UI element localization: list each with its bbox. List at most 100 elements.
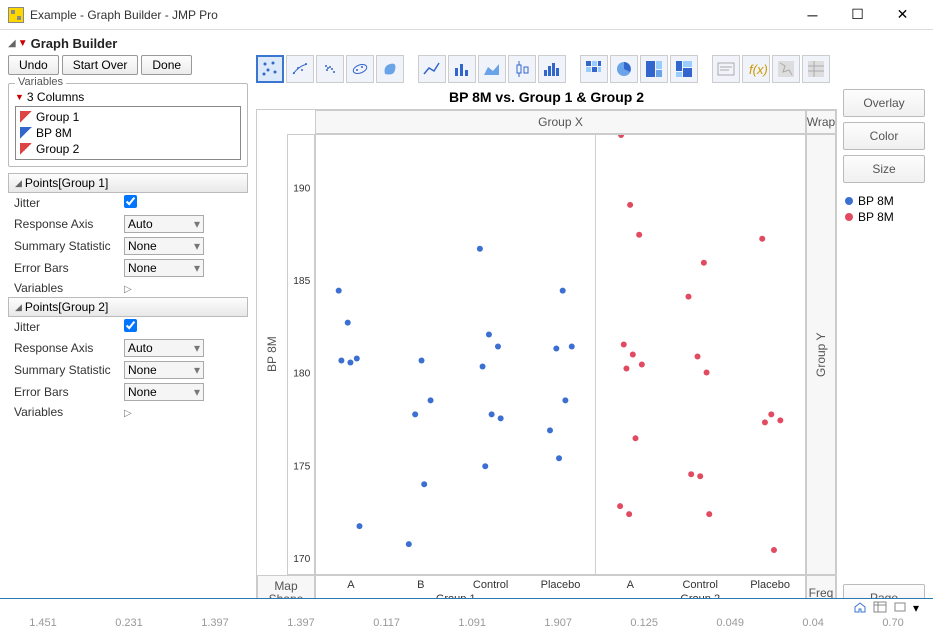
undo-button[interactable]: Undo xyxy=(8,55,59,75)
column-item[interactable]: Group 2 xyxy=(16,141,240,157)
overlay-dropzone[interactable]: Overlay xyxy=(843,89,925,117)
start-over-button[interactable]: Start Over xyxy=(62,55,139,75)
columns-triangle-icon: ▼ xyxy=(15,92,24,102)
boxplot-element-icon[interactable] xyxy=(508,55,536,83)
formula-element-icon[interactable]: f(x) xyxy=(742,55,770,83)
property-combo[interactable]: None ▾ xyxy=(124,383,204,401)
column-item[interactable]: Group 1 xyxy=(16,109,240,125)
property-combo[interactable]: None ▾ xyxy=(124,361,204,379)
variables-panel: Variables ▼ 3 Columns Group 1BP 8MGroup … xyxy=(8,83,248,167)
property-arrow-icon[interactable]: ▷ xyxy=(124,284,132,295)
graph-wrap: BP 8M vs. Group 1 & Group 2 Group X Wrap… xyxy=(256,89,925,612)
property-row: Response AxisAuto ▾ xyxy=(8,213,248,235)
columns-list: Group 1BP 8MGroup 2 xyxy=(15,106,241,160)
wrap-dropzone[interactable]: Wrap xyxy=(806,110,836,134)
property-combo[interactable]: Auto ▾ xyxy=(124,339,204,357)
size-dropzone[interactable]: Size xyxy=(843,155,925,183)
legend-label: BP 8M xyxy=(858,210,894,224)
y-axis[interactable]: 170175180185190 xyxy=(287,134,315,575)
property-row: Response AxisAuto ▾ xyxy=(8,337,248,359)
chart-title: BP 8M vs. Group 1 & Group 2 xyxy=(256,89,837,105)
legend-item[interactable]: BP 8M xyxy=(845,194,923,208)
property-label: Error Bars xyxy=(14,385,124,399)
section-title: Points[Group 2] xyxy=(25,300,108,314)
rect-icon[interactable] xyxy=(893,601,907,613)
window-controls: ─ ☐ ✕ xyxy=(790,0,925,30)
smoother-element-icon[interactable] xyxy=(286,55,314,83)
column-item[interactable]: BP 8M xyxy=(16,125,240,141)
section-header[interactable]: ◢Points[Group 1] xyxy=(8,173,248,193)
pie-element-icon[interactable] xyxy=(610,55,638,83)
y-axis-label: BP 8M xyxy=(257,134,287,575)
property-row: Variables▷ xyxy=(8,279,248,297)
groupx-dropzone[interactable]: Group X xyxy=(315,110,806,134)
section-header[interactable]: ◢Points[Group 2] xyxy=(8,297,248,317)
property-label: Variables xyxy=(14,405,124,419)
groupy-dropzone[interactable]: Group Y xyxy=(806,134,836,575)
svg-text:170: 170 xyxy=(293,554,310,565)
svg-text:Placebo: Placebo xyxy=(750,579,790,591)
home-icon[interactable] xyxy=(853,601,867,613)
done-button[interactable]: Done xyxy=(141,55,192,75)
column-type-icon xyxy=(20,143,32,155)
property-label: Response Axis xyxy=(14,217,124,231)
color-dropzone[interactable]: Color xyxy=(843,122,925,150)
column-name: BP 8M xyxy=(36,126,72,140)
property-row: Error BarsNone ▾ xyxy=(8,381,248,403)
points-element-icon[interactable] xyxy=(256,55,284,83)
section-triangle-icon: ◢ xyxy=(15,302,22,313)
map2-element-icon[interactable] xyxy=(802,55,830,83)
left-panel: Undo Start Over Done Variables ▼ 3 Colum… xyxy=(8,55,248,612)
svg-text:Placebo: Placebo xyxy=(541,579,581,591)
mosaic-element-icon[interactable] xyxy=(670,55,698,83)
contour-element-icon[interactable] xyxy=(376,55,404,83)
close-button[interactable]: ✕ xyxy=(880,0,925,30)
element-toolbar: f(x) xyxy=(256,55,925,83)
menu-triangle-icon[interactable]: ▼ xyxy=(18,38,28,49)
table-icon[interactable] xyxy=(873,601,887,613)
legend-item[interactable]: BP 8M xyxy=(845,210,923,224)
histogram-element-icon[interactable] xyxy=(538,55,566,83)
disclosure-icon[interactable]: ◢ xyxy=(8,38,16,49)
graph-builder-title: Graph Builder xyxy=(31,36,118,51)
number-strip: 1.4510.2311.3971.3970.1171.0911.9070.125… xyxy=(0,614,933,632)
statusbar: ▾ xyxy=(0,598,933,614)
property-arrow-icon[interactable]: ▷ xyxy=(124,408,132,419)
variables-legend: Variables xyxy=(15,76,66,88)
property-row: Jitter xyxy=(8,193,248,213)
drop-column: Overlay Color Size BP 8MBP 8M Page xyxy=(843,89,925,612)
maximize-button[interactable]: ☐ xyxy=(835,0,880,30)
ellipse-element-icon[interactable] xyxy=(346,55,374,83)
map1-element-icon[interactable] xyxy=(772,55,800,83)
column-type-icon xyxy=(20,111,32,123)
density-element-icon[interactable] xyxy=(316,55,344,83)
property-row: Summary StatisticNone ▾ xyxy=(8,359,248,381)
svg-text:A: A xyxy=(347,579,355,591)
property-row: Variables▷ xyxy=(8,403,248,421)
minimize-button[interactable]: ─ xyxy=(790,0,835,30)
bar-element-icon[interactable] xyxy=(448,55,476,83)
svg-text:B: B xyxy=(417,579,424,591)
property-row: Jitter xyxy=(8,317,248,337)
property-label: Jitter xyxy=(14,196,124,210)
window-title: Example - Graph Builder - JMP Pro xyxy=(30,8,790,22)
heatmap-element-icon[interactable] xyxy=(580,55,608,83)
treemap-element-icon[interactable] xyxy=(640,55,668,83)
property-checkbox[interactable] xyxy=(124,319,137,332)
columns-header[interactable]: ▼ 3 Columns xyxy=(15,90,241,104)
plot-area[interactable] xyxy=(315,134,806,575)
property-label: Variables xyxy=(14,281,124,295)
main-area: ◢ ▼ Graph Builder Undo Start Over Done V… xyxy=(0,30,933,612)
caption-element-icon[interactable] xyxy=(712,55,740,83)
expand-icon[interactable]: ▾ xyxy=(913,601,927,613)
property-combo[interactable]: None ▾ xyxy=(124,237,204,255)
svg-text:A: A xyxy=(627,579,635,591)
property-label: Error Bars xyxy=(14,261,124,275)
property-checkbox[interactable] xyxy=(124,195,137,208)
property-label: Summary Statistic xyxy=(14,239,124,253)
graph-builder-body: Undo Start Over Done Variables ▼ 3 Colum… xyxy=(8,55,925,612)
area-element-icon[interactable] xyxy=(478,55,506,83)
property-combo[interactable]: None ▾ xyxy=(124,259,204,277)
property-combo[interactable]: Auto ▾ xyxy=(124,215,204,233)
line-element-icon[interactable] xyxy=(418,55,446,83)
